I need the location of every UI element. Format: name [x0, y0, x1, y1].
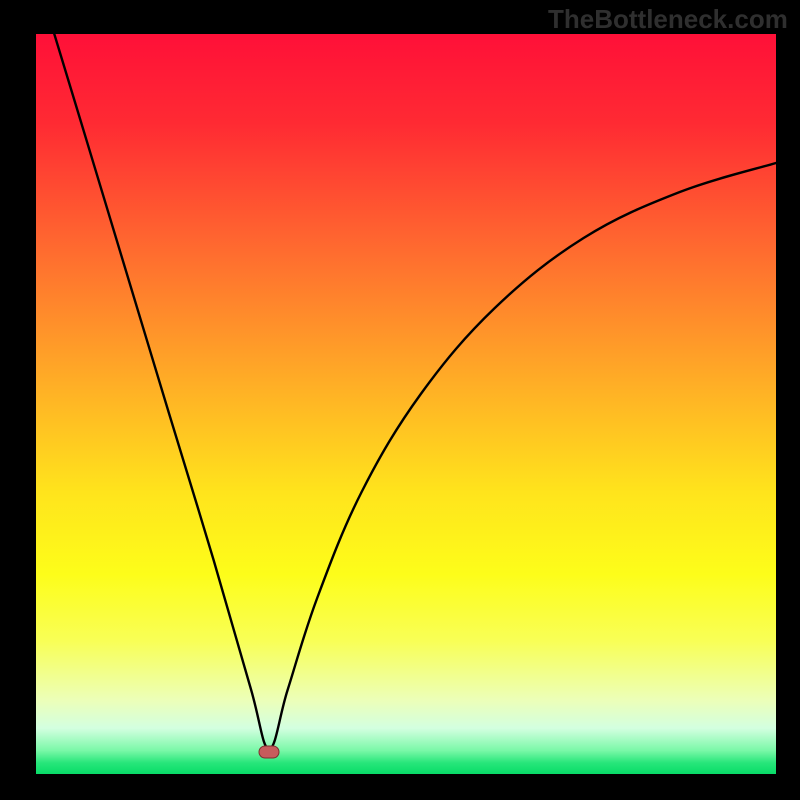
gradient-background: [36, 34, 776, 774]
bottleneck-chart: [0, 0, 800, 800]
optimum-marker: [259, 746, 279, 758]
watermark-text: TheBottleneck.com: [548, 4, 788, 35]
